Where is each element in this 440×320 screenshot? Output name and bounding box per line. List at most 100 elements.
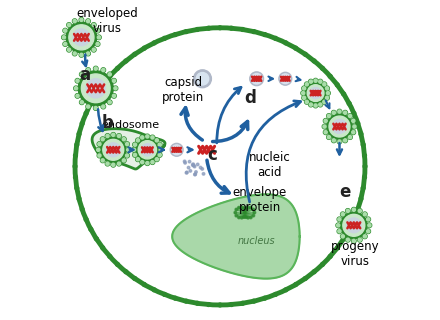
Circle shape: [263, 33, 267, 36]
Circle shape: [127, 148, 130, 151]
Circle shape: [238, 216, 240, 219]
Circle shape: [245, 207, 247, 209]
Circle shape: [92, 48, 95, 51]
Text: capsid
protein: capsid protein: [162, 76, 205, 104]
Circle shape: [325, 96, 329, 100]
Circle shape: [75, 94, 80, 98]
Circle shape: [133, 142, 137, 147]
Circle shape: [154, 157, 159, 162]
Circle shape: [101, 246, 105, 250]
Circle shape: [80, 18, 83, 21]
Circle shape: [332, 139, 335, 142]
Circle shape: [367, 223, 372, 228]
Circle shape: [307, 85, 324, 101]
Circle shape: [141, 136, 144, 139]
Circle shape: [133, 153, 137, 157]
Circle shape: [308, 79, 313, 84]
Circle shape: [107, 100, 112, 105]
Circle shape: [75, 78, 80, 83]
Circle shape: [321, 262, 324, 266]
Circle shape: [114, 87, 117, 90]
Circle shape: [121, 137, 126, 141]
Circle shape: [163, 292, 166, 296]
Circle shape: [136, 139, 158, 161]
Circle shape: [191, 164, 194, 166]
Circle shape: [117, 162, 121, 165]
Circle shape: [111, 132, 115, 137]
Circle shape: [159, 148, 162, 151]
Circle shape: [122, 138, 125, 141]
Circle shape: [87, 105, 90, 108]
Circle shape: [189, 170, 192, 172]
Circle shape: [87, 20, 90, 23]
Circle shape: [112, 133, 115, 136]
Circle shape: [136, 158, 139, 161]
Circle shape: [244, 215, 246, 218]
Circle shape: [244, 207, 246, 210]
Circle shape: [353, 125, 356, 128]
Circle shape: [107, 72, 112, 76]
Circle shape: [112, 94, 116, 98]
Circle shape: [69, 25, 94, 50]
Circle shape: [363, 235, 367, 238]
Circle shape: [86, 79, 105, 98]
Circle shape: [344, 139, 347, 142]
Circle shape: [337, 217, 341, 221]
Circle shape: [301, 91, 305, 95]
Circle shape: [151, 161, 154, 164]
Circle shape: [117, 161, 121, 166]
Circle shape: [352, 131, 355, 134]
Circle shape: [279, 72, 292, 85]
Circle shape: [97, 148, 100, 151]
Circle shape: [172, 145, 182, 155]
Circle shape: [152, 288, 156, 292]
Circle shape: [150, 160, 155, 164]
Circle shape: [145, 134, 150, 139]
Circle shape: [359, 197, 363, 201]
Circle shape: [303, 96, 306, 100]
Circle shape: [331, 110, 336, 115]
Text: nucleus: nucleus: [238, 236, 275, 246]
Circle shape: [318, 102, 323, 107]
Circle shape: [187, 166, 190, 169]
Circle shape: [158, 153, 162, 157]
Circle shape: [294, 46, 297, 50]
Circle shape: [132, 148, 136, 152]
Circle shape: [368, 224, 371, 227]
Circle shape: [158, 143, 161, 146]
Circle shape: [94, 67, 97, 70]
Circle shape: [96, 43, 99, 46]
Circle shape: [363, 175, 367, 179]
Circle shape: [143, 46, 146, 50]
Circle shape: [308, 102, 313, 107]
Circle shape: [326, 92, 330, 95]
Polygon shape: [172, 194, 300, 279]
Circle shape: [196, 163, 199, 166]
Text: enveloped
virus: enveloped virus: [76, 7, 138, 36]
Circle shape: [100, 137, 105, 141]
Text: b: b: [102, 114, 114, 132]
Circle shape: [140, 135, 144, 140]
Circle shape: [343, 214, 365, 236]
Circle shape: [363, 234, 367, 239]
Circle shape: [184, 299, 188, 303]
Text: c: c: [207, 146, 217, 164]
Circle shape: [111, 163, 115, 167]
Circle shape: [336, 223, 341, 228]
Circle shape: [195, 301, 199, 305]
Circle shape: [125, 153, 129, 158]
Text: d: d: [244, 89, 256, 107]
Polygon shape: [92, 129, 165, 169]
Circle shape: [77, 132, 81, 136]
Circle shape: [348, 114, 352, 118]
Circle shape: [87, 68, 90, 72]
Circle shape: [363, 212, 367, 217]
Circle shape: [327, 114, 352, 139]
Circle shape: [303, 52, 307, 56]
Circle shape: [314, 79, 317, 82]
Circle shape: [323, 119, 328, 123]
Circle shape: [113, 86, 118, 91]
Circle shape: [351, 119, 356, 123]
Circle shape: [328, 75, 332, 78]
Circle shape: [195, 28, 199, 31]
